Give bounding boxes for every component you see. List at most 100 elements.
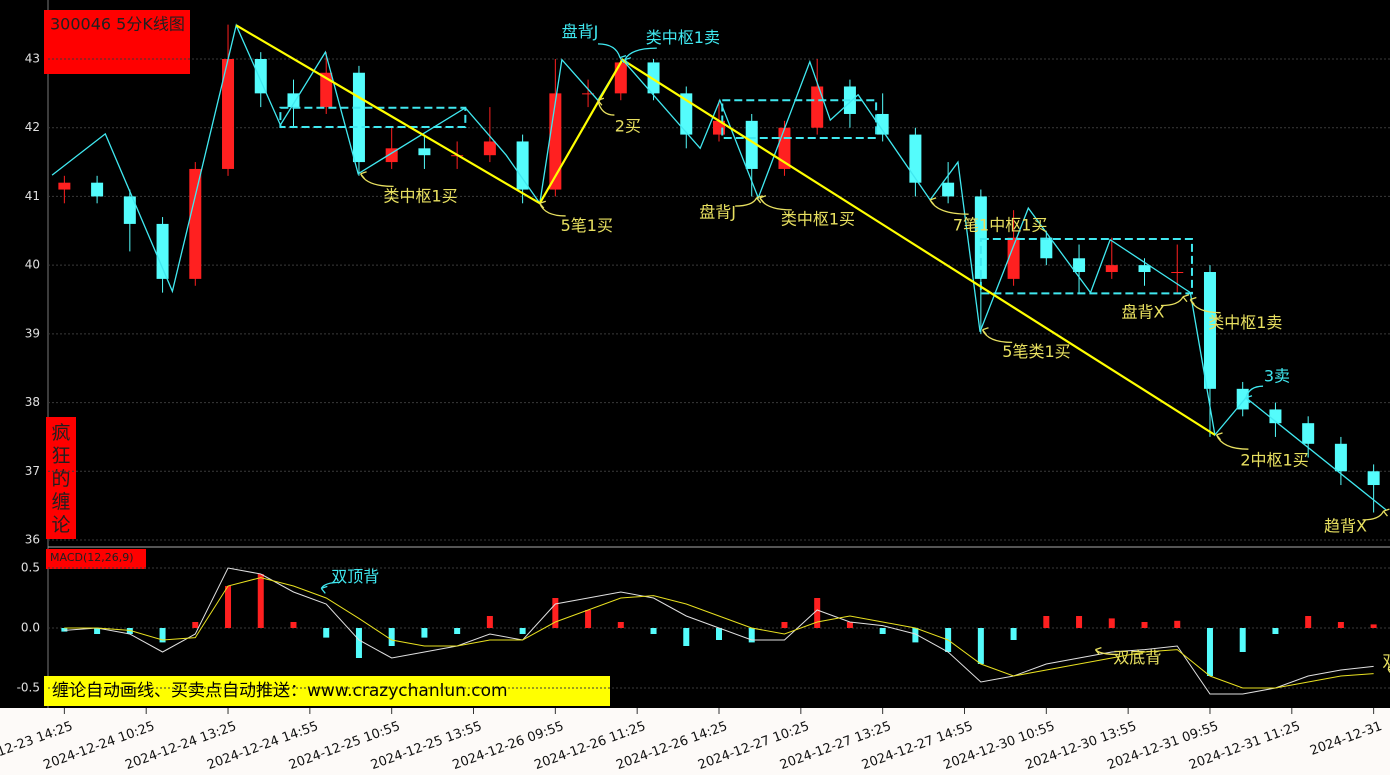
candle-body	[811, 86, 824, 128]
macd-bar	[421, 628, 428, 638]
macd-bar	[683, 628, 690, 646]
y-tick-label: 0.0	[21, 621, 40, 635]
macd-bar	[879, 628, 886, 634]
annotation-label: 类中枢1买	[781, 209, 855, 228]
macd-bar	[1010, 628, 1017, 640]
candle-body	[483, 141, 496, 156]
annotation-label: 盘背J	[562, 22, 599, 41]
macd-bar	[1076, 616, 1083, 628]
candle-body	[909, 134, 922, 183]
annotation-label: 双	[1382, 652, 1390, 671]
candle-body	[876, 113, 889, 135]
annotation-label: 双顶背	[331, 567, 379, 586]
annotation-arrow	[1362, 508, 1390, 521]
annotation-arrow	[929, 197, 969, 215]
macd-bar	[355, 628, 362, 658]
candle-body	[680, 93, 693, 135]
annotation-arrow	[1215, 432, 1249, 450]
candle-body	[1334, 443, 1347, 472]
annotation-arrow	[539, 200, 566, 217]
candle-body	[974, 196, 987, 279]
candle-body	[1203, 272, 1216, 389]
side-label-box	[46, 417, 76, 539]
annotation-label: 盘背J	[699, 202, 736, 221]
macd-bar	[912, 628, 919, 643]
candle-body	[942, 182, 955, 197]
candle-body	[418, 148, 431, 156]
candle-body	[647, 62, 660, 94]
candle-body	[91, 182, 104, 197]
annotation-arrow	[320, 581, 341, 594]
candle-body	[352, 72, 365, 163]
macd-bar	[977, 628, 984, 664]
y-tick-label: 37	[25, 464, 40, 478]
macd-bar	[617, 622, 624, 628]
candle-body	[1367, 471, 1380, 486]
annotation-label: 2买	[615, 117, 641, 136]
macd-bar	[1206, 628, 1213, 676]
candle-body	[614, 62, 627, 94]
candle-body	[123, 196, 136, 224]
annotation-arrow	[1245, 385, 1264, 404]
y-tick-label: 39	[25, 326, 40, 340]
macd-bar	[650, 628, 657, 634]
macd-bar	[486, 616, 493, 628]
y-tick-label: 38	[25, 395, 40, 409]
macd-line	[64, 577, 1374, 689]
macd-bar	[1239, 628, 1246, 652]
annotation-arrow	[360, 171, 394, 188]
macd-bar	[1272, 628, 1279, 634]
candle-body	[1302, 423, 1315, 444]
annotation-arrow	[1160, 294, 1190, 307]
center-box	[721, 99, 878, 140]
y-tick-label: 0.5	[21, 561, 40, 575]
annotation-label: 类中枢1卖	[1208, 313, 1282, 332]
title-box	[44, 10, 190, 74]
candle-body	[287, 93, 300, 108]
macd-bar	[585, 610, 592, 628]
annotation-label: 类中枢1买	[383, 186, 457, 205]
banner-box	[44, 676, 610, 706]
candle-body	[549, 93, 562, 190]
annotation-arrow	[1189, 296, 1221, 314]
candle-body	[745, 120, 758, 169]
candle-body	[222, 59, 235, 169]
macd-bar	[781, 622, 788, 628]
chart-title: 300046 5分K线图	[50, 15, 185, 34]
macd-bar	[1141, 622, 1148, 628]
annotation-arrow	[1387, 664, 1390, 674]
candle-body	[58, 182, 71, 190]
macd-bar	[716, 628, 722, 640]
candle-body	[254, 59, 267, 94]
annotation-arrow	[624, 47, 657, 66]
annotation-arrow	[735, 195, 763, 207]
macd-bar	[192, 622, 199, 628]
annotation-label: 双底背	[1113, 648, 1161, 667]
annotation-arrow	[597, 43, 627, 64]
macd-bar	[814, 598, 821, 628]
macd-bar	[519, 628, 526, 634]
macd-bar	[290, 622, 297, 628]
annotation-label: 7笔1中枢1买	[953, 215, 1048, 234]
banner: 缠论自动画线、买卖点自动推送：www.crazychanlun.com	[52, 681, 508, 701]
candle-body	[1007, 237, 1020, 279]
y-tick-label: 43	[25, 52, 40, 66]
macd-bar	[225, 586, 232, 628]
y-tick-label: 40	[25, 258, 40, 272]
center-box	[279, 106, 467, 129]
macd-bar	[748, 628, 755, 643]
candle-body	[156, 223, 169, 279]
macd-bar	[846, 622, 853, 628]
macd-bar	[388, 628, 395, 646]
candle-body	[516, 141, 529, 190]
macd-bar	[1043, 616, 1050, 628]
macd-bar	[323, 628, 330, 638]
annotation-arrow	[759, 195, 792, 211]
y-tick-label: 41	[25, 189, 40, 203]
macd-title-box	[46, 549, 146, 569]
candle-body	[1073, 258, 1086, 273]
macd-bar	[454, 628, 461, 634]
macd-bar	[159, 628, 166, 643]
annotation-arrow	[597, 97, 615, 116]
